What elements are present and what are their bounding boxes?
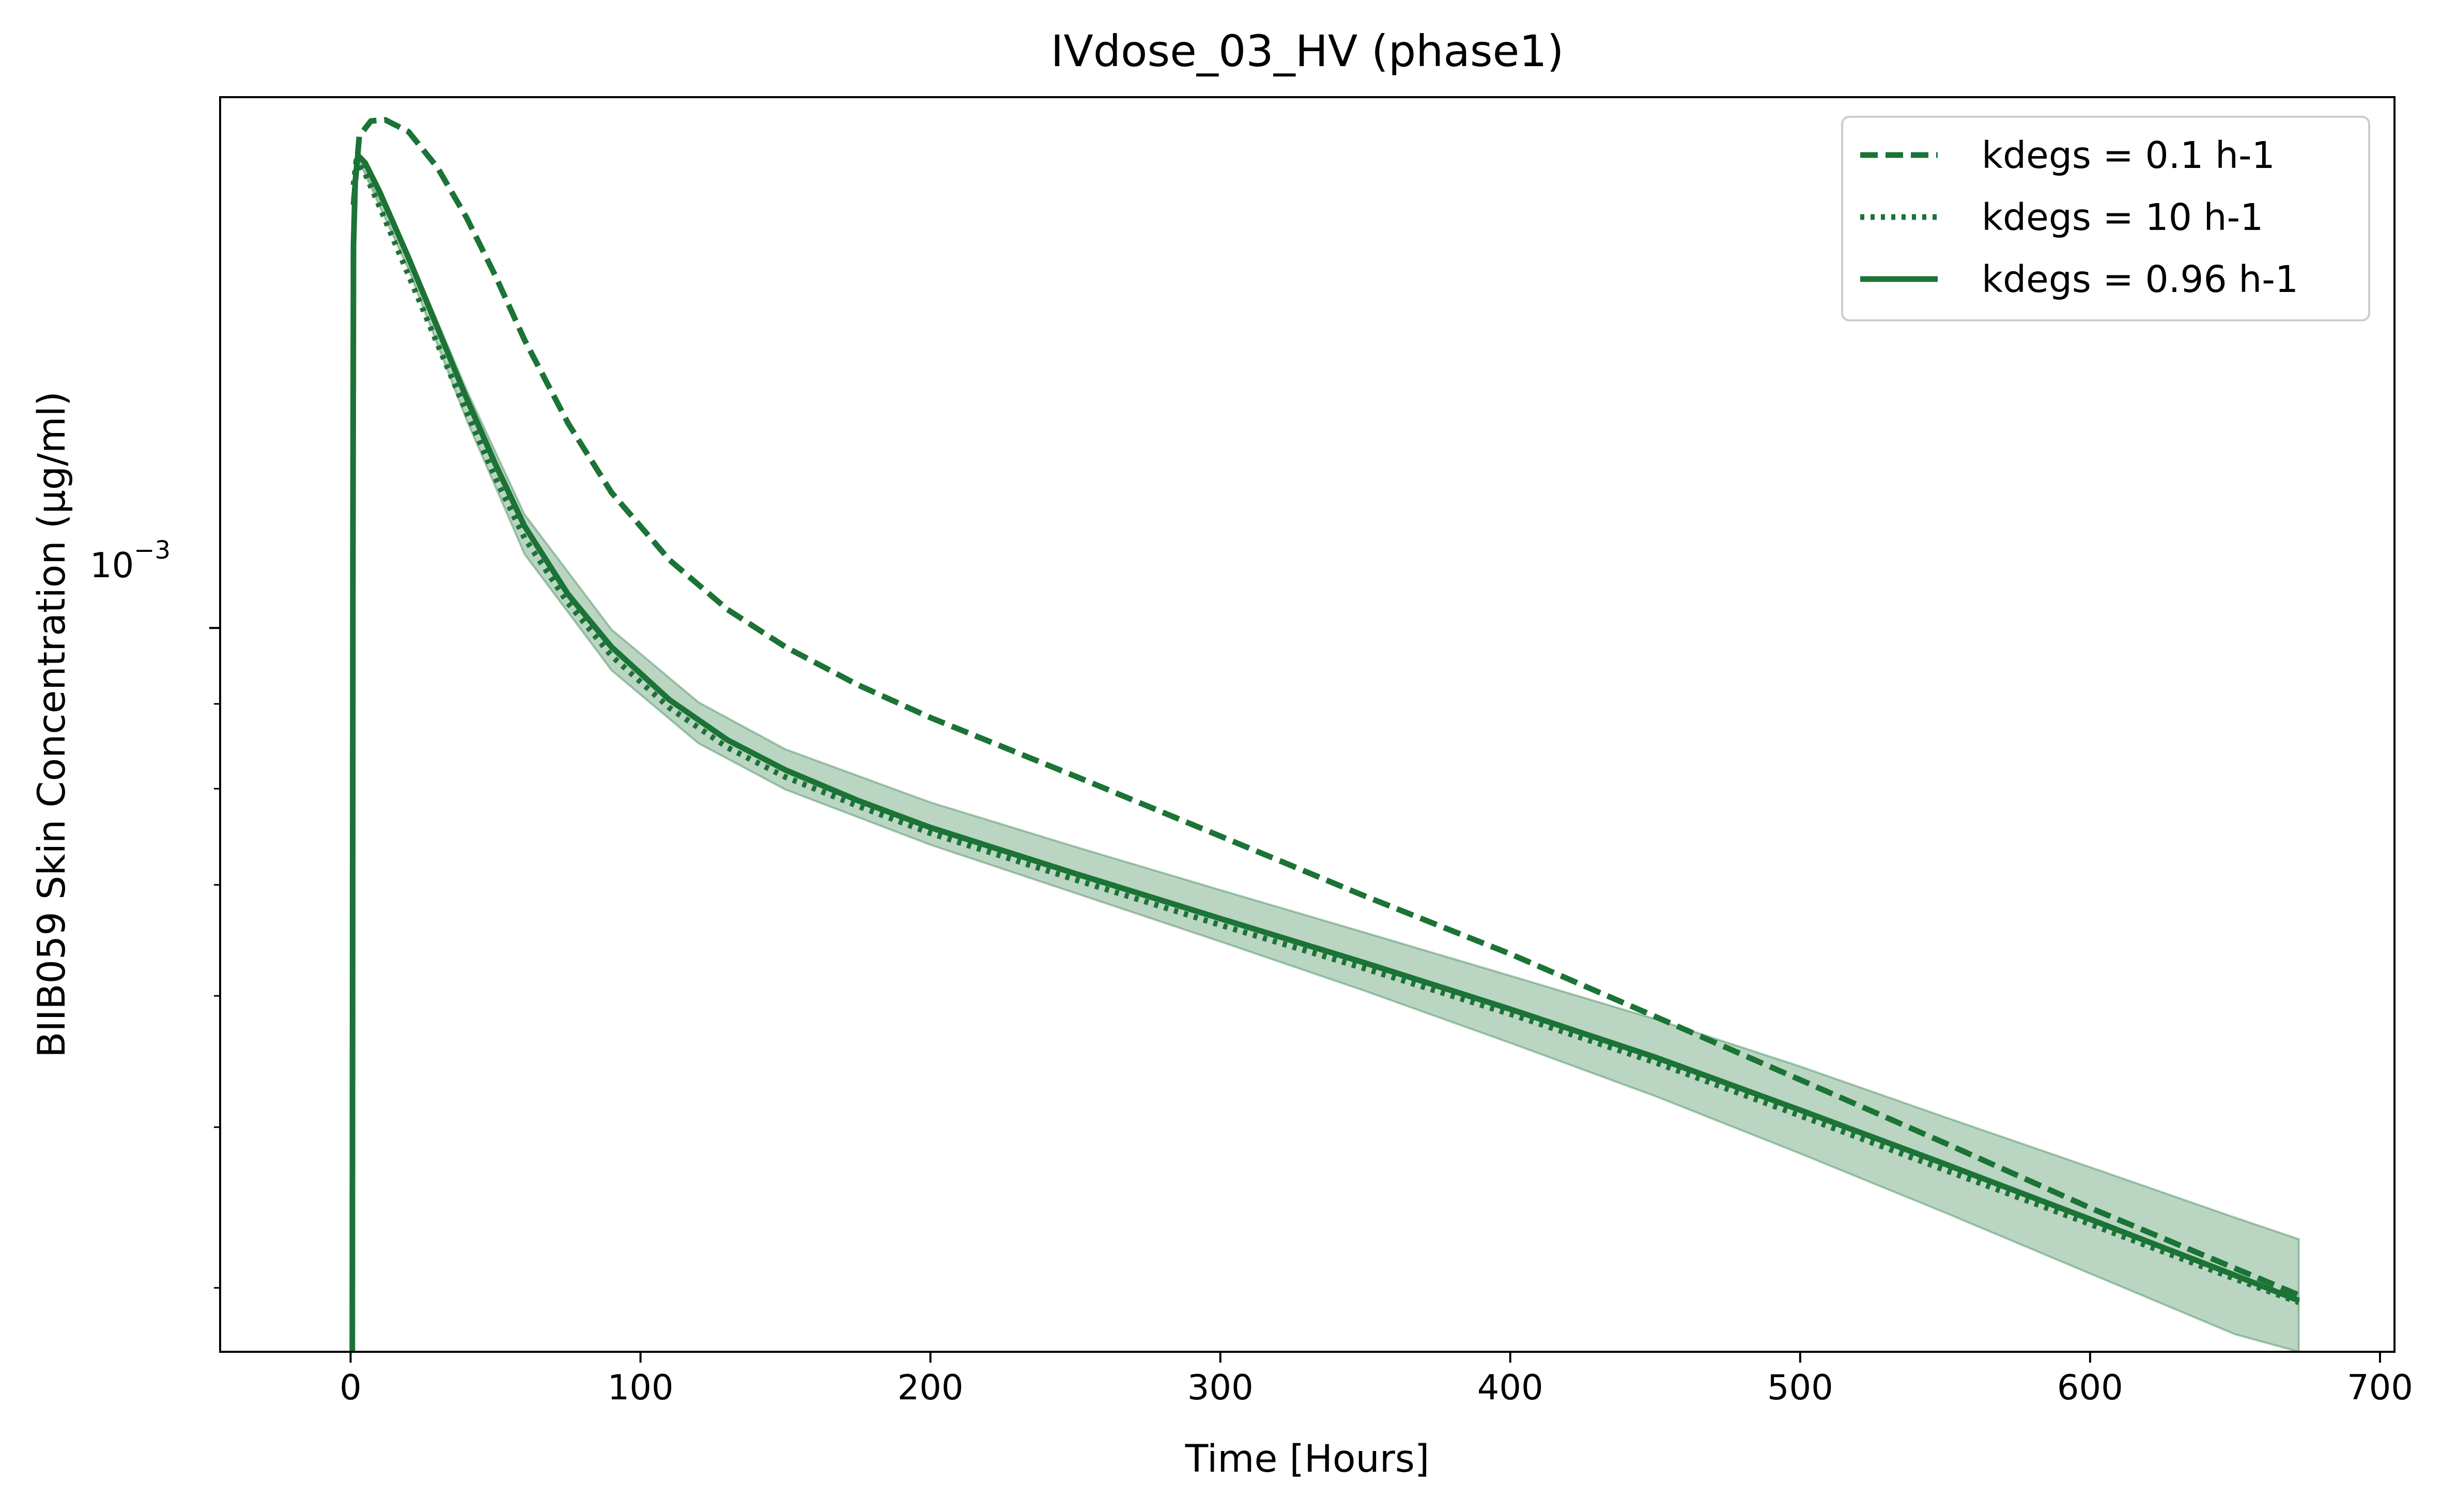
x-tick-label: 500	[1767, 1367, 1833, 1408]
x-tick-label: 700	[2347, 1367, 2413, 1408]
series-line-1	[350, 117, 2300, 1298]
x-axis-ticks: 0 100 200 300 400 500 600 700	[339, 1352, 2413, 1408]
legend-label-3: kdegs = 0.96 h-1	[1982, 258, 2298, 301]
legend: kdegs = 0.1 h-1 kdegs = 10 h-1 kdegs = 0.9…	[1841, 116, 2370, 321]
y-axis-label: BIIB059 Skin Concentration (μg/ml)	[30, 391, 74, 1057]
y-major-tick-label: 10−3	[90, 536, 171, 585]
x-axis-label: Time [Hours]	[1185, 1437, 1430, 1481]
series-layer	[349, 117, 2300, 1352]
y-major-tick-label-base: 10	[90, 545, 134, 585]
x-tick-label: 100	[608, 1367, 674, 1408]
chart-title: IVdose_03_HV (phase1)	[1050, 26, 1564, 76]
x-tick-label: 200	[898, 1367, 964, 1408]
x-tick-label: 600	[2057, 1367, 2123, 1408]
series-line-2	[350, 158, 2300, 1305]
plot-frame	[219, 96, 2396, 1353]
x-tick-label: 400	[1477, 1367, 1543, 1408]
y-major-tick-label-exponent: −3	[134, 536, 171, 565]
x-tick-label: 0	[339, 1367, 362, 1408]
legend-label-1: kdegs = 0.1 h-1	[1982, 134, 2275, 177]
legend-box	[1841, 116, 2370, 321]
series-line-3	[349, 152, 2300, 1352]
x-tick-label: 300	[1187, 1367, 1254, 1408]
y-axis-ticks: 10−3	[90, 536, 220, 1289]
legend-label-2: kdegs = 10 h-1	[1982, 196, 2263, 239]
